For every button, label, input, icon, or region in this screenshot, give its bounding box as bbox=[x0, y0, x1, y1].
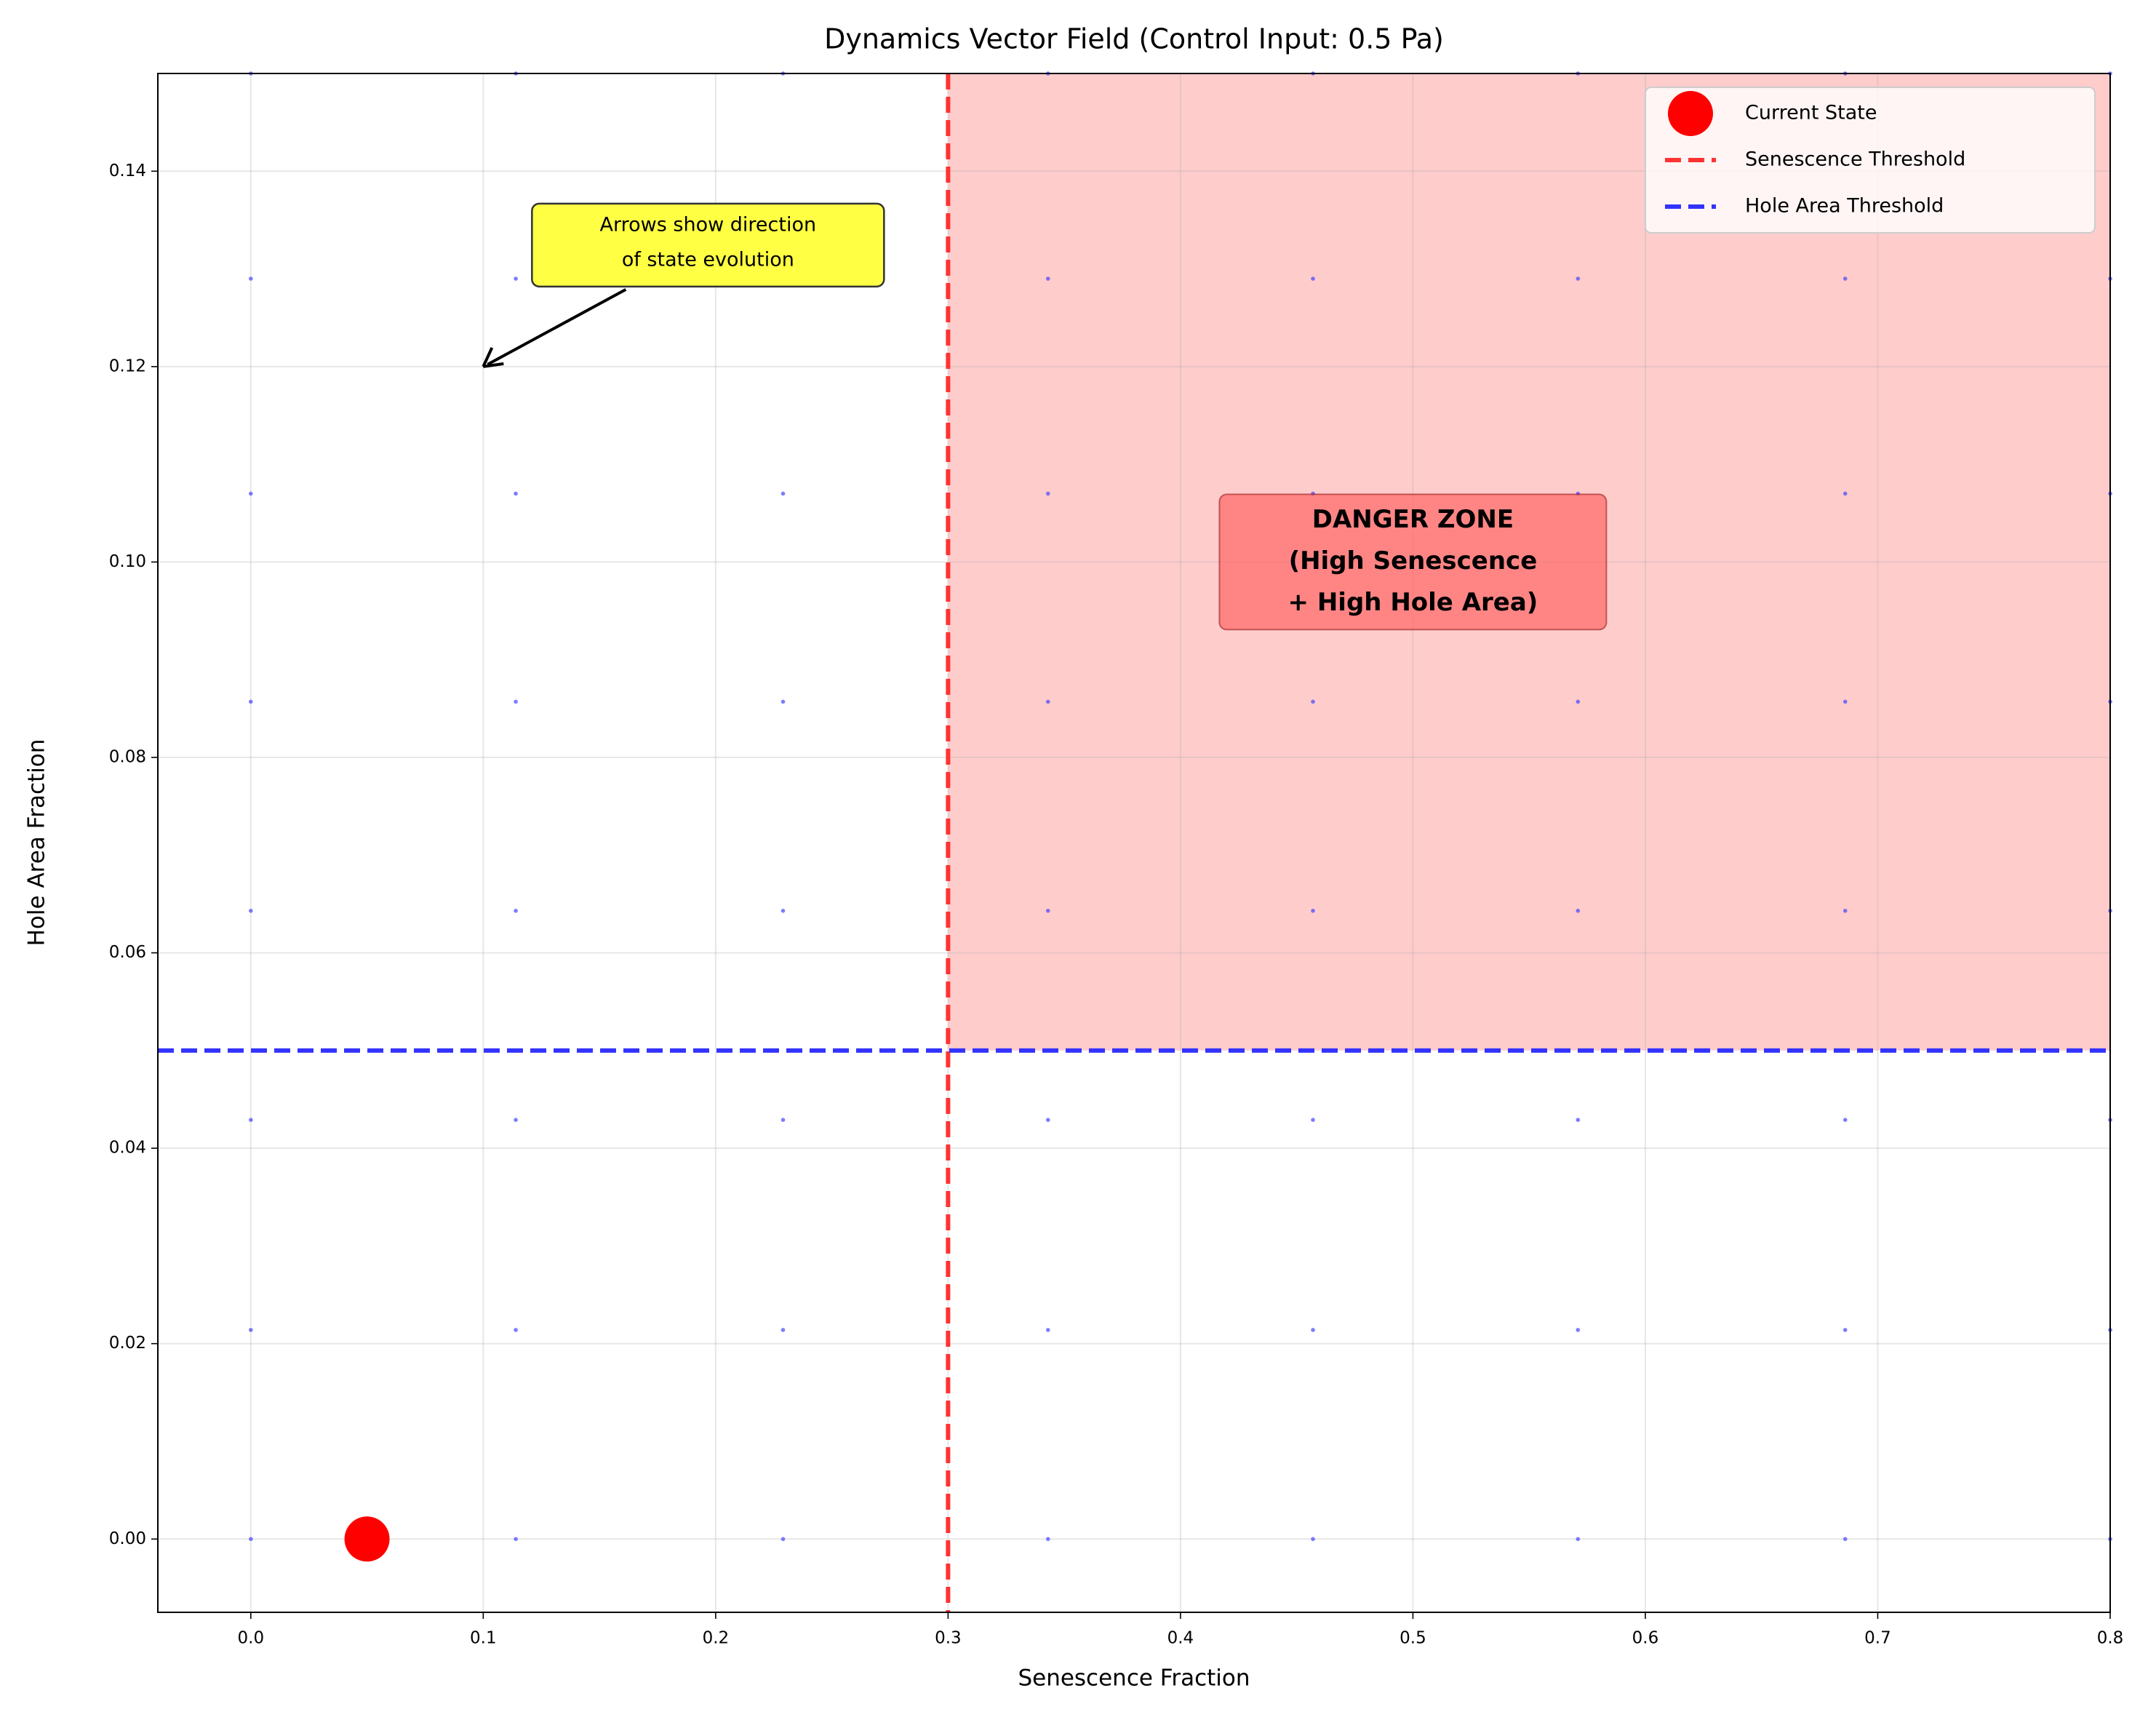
vector-arrow bbox=[249, 1328, 253, 1332]
legend-marker bbox=[1668, 91, 1713, 136]
vector-arrow bbox=[249, 699, 253, 704]
x-tick-label: 0.3 bbox=[935, 1629, 962, 1648]
vector-arrow bbox=[1576, 1118, 1581, 1122]
vector-arrow bbox=[1842, 909, 1848, 913]
vector-arrow bbox=[1576, 1328, 1581, 1332]
vector-arrow bbox=[1311, 909, 1315, 913]
vector-arrow bbox=[249, 909, 253, 913]
vector-arrow bbox=[1842, 1537, 1848, 1542]
legend-label: Senescence Threshold bbox=[1745, 148, 1965, 171]
danger-label-box bbox=[1218, 493, 1608, 631]
vector-arrow bbox=[1576, 276, 1581, 281]
vector-arrow bbox=[514, 1118, 518, 1122]
vector-arrow bbox=[1045, 1328, 1050, 1332]
legend-label: Hole Area Threshold bbox=[1745, 195, 1944, 218]
x-tick-label: 0.0 bbox=[238, 1629, 265, 1648]
vector-arrow bbox=[514, 699, 518, 704]
axes-frame bbox=[157, 73, 2111, 1613]
vector-arrow bbox=[514, 909, 518, 913]
y-tick-label: 0.12 bbox=[109, 357, 146, 375]
danger-label: DANGER ZONE bbox=[1312, 505, 1514, 534]
vector-arrow bbox=[514, 491, 518, 496]
vector-arrow bbox=[514, 1328, 518, 1332]
annotation-text: Arrows show direction bbox=[600, 213, 817, 236]
vector-arrow bbox=[1311, 1537, 1315, 1542]
x-tick-label: 0.6 bbox=[1632, 1629, 1659, 1648]
y-axis-label: Hole Area Fraction bbox=[24, 739, 50, 947]
x-tick-label: 0.5 bbox=[1400, 1629, 1426, 1648]
vector-arrow bbox=[249, 276, 253, 281]
danger-label: (High Senescence bbox=[1289, 546, 1538, 576]
chart-title: Dynamics Vector Field (Control Input: 0.… bbox=[824, 23, 1444, 55]
vector-arrow bbox=[1045, 276, 1050, 281]
y-tick-label: 0.14 bbox=[109, 162, 146, 180]
vector-arrow bbox=[780, 491, 786, 496]
legend-box bbox=[1645, 87, 2096, 234]
vector-arrow bbox=[780, 1118, 786, 1122]
x-tick-label: 0.7 bbox=[1864, 1629, 1891, 1648]
x-tick-label: 0.4 bbox=[1167, 1629, 1194, 1648]
x-tick-label: 0.2 bbox=[703, 1629, 730, 1648]
vector-arrow bbox=[780, 909, 786, 913]
x-axis-label: Senescence Fraction bbox=[1018, 1665, 1250, 1692]
vector-arrow bbox=[1045, 1537, 1050, 1542]
vector-arrow bbox=[780, 1328, 786, 1332]
vector-arrow bbox=[780, 1537, 786, 1542]
vector-arrow bbox=[249, 1118, 253, 1122]
annotation-text: of state evolution bbox=[622, 248, 794, 271]
vector-arrow bbox=[1311, 1328, 1315, 1332]
vector-arrow bbox=[1842, 491, 1848, 496]
vector-arrow bbox=[514, 1537, 518, 1542]
vector-arrow bbox=[1576, 909, 1581, 913]
annotation-arrowhead bbox=[482, 347, 504, 368]
vector-arrow bbox=[1045, 909, 1050, 913]
vector-arrow bbox=[1045, 699, 1050, 704]
y-tick-label: 0.06 bbox=[109, 943, 146, 962]
current-state bbox=[344, 1516, 390, 1562]
x-tick-label: 0.1 bbox=[470, 1629, 497, 1648]
annotation-arrow bbox=[487, 288, 627, 366]
vector-arrow bbox=[1045, 1118, 1050, 1122]
vector-arrow bbox=[1842, 276, 1848, 281]
vector-arrow bbox=[1311, 699, 1315, 704]
vector-arrow bbox=[249, 491, 253, 496]
vector-arrow bbox=[249, 1537, 253, 1542]
vector-arrow bbox=[1311, 276, 1315, 281]
y-tick-label: 0.08 bbox=[109, 748, 146, 767]
vector-arrow bbox=[1842, 1118, 1848, 1122]
vector-arrow bbox=[780, 699, 786, 704]
y-tick-label: 0.10 bbox=[109, 552, 146, 571]
vector-arrow bbox=[1576, 1537, 1581, 1542]
vector-arrow bbox=[1311, 1118, 1315, 1122]
vector-arrow bbox=[1576, 699, 1581, 704]
vector-arrow bbox=[1045, 491, 1050, 496]
y-tick-label: 0.00 bbox=[109, 1529, 146, 1548]
legend-label: Current State bbox=[1745, 102, 1877, 124]
vector-arrow bbox=[514, 276, 518, 281]
vector-arrow bbox=[1842, 1328, 1848, 1332]
x-tick-label: 0.8 bbox=[2097, 1629, 2124, 1648]
y-tick-label: 0.04 bbox=[109, 1139, 146, 1158]
vector-arrow bbox=[1842, 699, 1848, 704]
y-tick-label: 0.02 bbox=[109, 1334, 146, 1353]
annotation-box bbox=[531, 202, 885, 288]
danger-label: + High Hole Area) bbox=[1288, 588, 1538, 617]
